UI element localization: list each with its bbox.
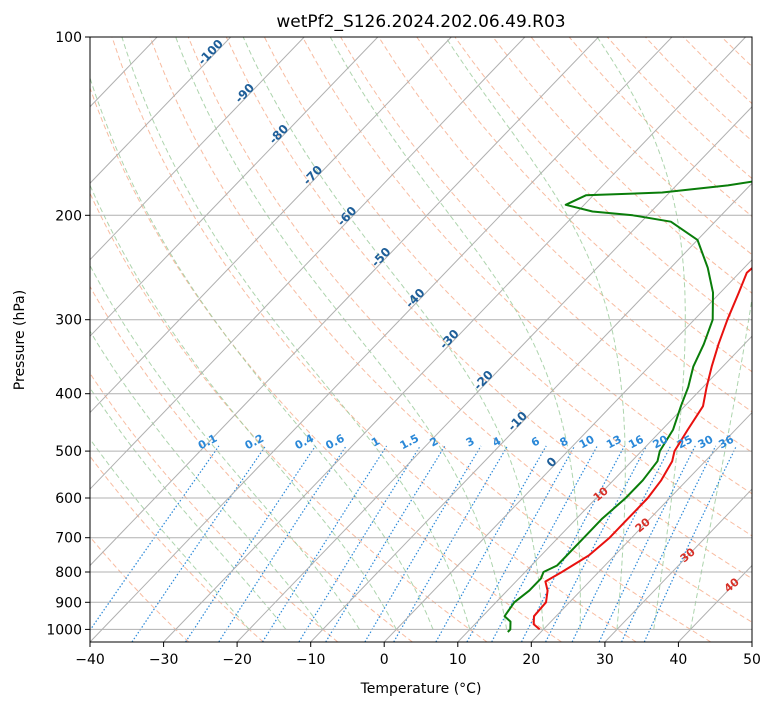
mixing-ratio-line	[298, 445, 421, 642]
dry-adiabat-line	[340, 37, 752, 454]
mixing-ratio-label: 25	[675, 433, 695, 452]
isotherm-line	[163, 37, 746, 642]
isotherm-line	[90, 37, 599, 567]
x-tick-label: −40	[75, 652, 105, 668]
mixing-ratio-line	[435, 445, 547, 642]
mixing-ratio-line	[364, 445, 482, 642]
mixing-ratio-label: 10	[577, 433, 597, 452]
dry-adiabat-line	[90, 536, 190, 642]
moist-adiabat-line	[242, 37, 544, 630]
mixing-ratio-line	[90, 445, 220, 632]
moist-adiabat-line	[445, 37, 626, 630]
moist-adiabat-line	[90, 330, 324, 630]
mixing-ratio-line	[466, 445, 576, 642]
isotherm-line	[90, 37, 452, 414]
isotherm-line	[310, 182, 752, 642]
y-axis-ticks: 100 200 300 400 500 600 700 800 900 1000	[46, 30, 90, 638]
mixing-ratio-label: 13	[604, 433, 624, 452]
dry-adiabat-line	[225, 37, 752, 580]
moist-adiabat-line	[90, 438, 250, 630]
dry-adiabat-line	[111, 37, 637, 642]
dry-adiabat-line	[454, 37, 752, 333]
y-tick-label: 300	[55, 313, 82, 329]
x-tick-label: 20	[522, 652, 540, 668]
axes-frame	[89, 36, 753, 643]
y-tick-label: 700	[55, 531, 82, 547]
x-tick-label: 50	[743, 652, 761, 668]
mixing-ratio-line	[571, 445, 672, 642]
mixing-ratio-line	[261, 445, 388, 642]
moist-adiabat-line	[596, 37, 686, 630]
y-tick-label: 800	[55, 565, 82, 581]
isotherm-line	[90, 37, 305, 261]
temperature-profile-line	[532, 266, 752, 631]
x-tick-label: 40	[669, 652, 687, 668]
isotherm-line	[90, 37, 673, 642]
y-tick-label: 400	[55, 387, 82, 403]
dry-adiabat-line	[90, 86, 562, 642]
dry-adiabat-line	[416, 37, 752, 373]
x-tick-label: −10	[296, 652, 326, 668]
isotherm-line	[90, 37, 232, 184]
isotherm-line	[236, 106, 752, 642]
mixing-ratio-line	[643, 445, 737, 642]
moist-adiabat-line	[690, 295, 752, 630]
x-tick-label: −30	[149, 652, 179, 668]
mixing-ratio-line	[185, 445, 316, 642]
mixing-ratio-label: 20	[651, 433, 671, 452]
mixing-ratio-lines	[90, 445, 737, 642]
y-axis-label: Pressure (hPa)	[12, 290, 28, 390]
mixing-ratio-label: 36	[716, 433, 736, 452]
pressure-gridlines	[90, 214, 752, 630]
x-tick-label: 0	[380, 652, 389, 668]
chart-title: wetPf2_S126.2024.202.06.49.R03	[276, 12, 565, 32]
mixing-ratio-label: 16	[626, 433, 646, 452]
moist-adiabat-line	[90, 264, 360, 630]
y-tick-label: 200	[55, 208, 82, 224]
y-tick-label: 100	[55, 30, 82, 46]
isotherm-line	[457, 335, 752, 642]
isotherm-line	[530, 411, 752, 642]
x-axis-label: Temperature (°C)	[360, 681, 482, 697]
mixing-ratio-label: 30	[696, 433, 716, 452]
mixing-ratio-line	[598, 445, 696, 642]
mixing-ratio-line	[621, 445, 717, 642]
moist-adiabat-line	[175, 37, 508, 630]
x-tick-label: 10	[449, 652, 467, 668]
x-tick-label: 30	[596, 652, 614, 668]
dry-adiabat-line	[90, 192, 488, 642]
isotherm-line	[383, 258, 752, 642]
isotherm-line	[90, 37, 526, 490]
dewpoint-profile-line	[503, 180, 752, 633]
isotherms	[90, 37, 752, 642]
profiles	[503, 180, 752, 633]
mixing-ratio-line	[218, 445, 347, 642]
moist-adiabat-line	[90, 387, 287, 630]
y-tick-label: 600	[55, 491, 82, 507]
dry-adiabat-line	[187, 37, 752, 623]
plot-area	[90, 37, 752, 642]
x-tick-label: −20	[222, 652, 252, 668]
mixing-ratio-line	[131, 445, 267, 642]
moist-adiabat-line	[329, 37, 581, 630]
y-tick-label: 900	[55, 595, 82, 611]
moist-adiabat-line	[90, 184, 397, 630]
y-tick-label: 500	[55, 444, 82, 460]
isotherm-line	[604, 488, 752, 642]
x-axis-ticks: −40 −30 −20 −10 0 10 20 30 40 50	[75, 642, 761, 668]
mixing-ratio-line	[393, 445, 509, 642]
isotherm-line	[90, 37, 379, 337]
y-tick-label: 1000	[46, 622, 82, 638]
